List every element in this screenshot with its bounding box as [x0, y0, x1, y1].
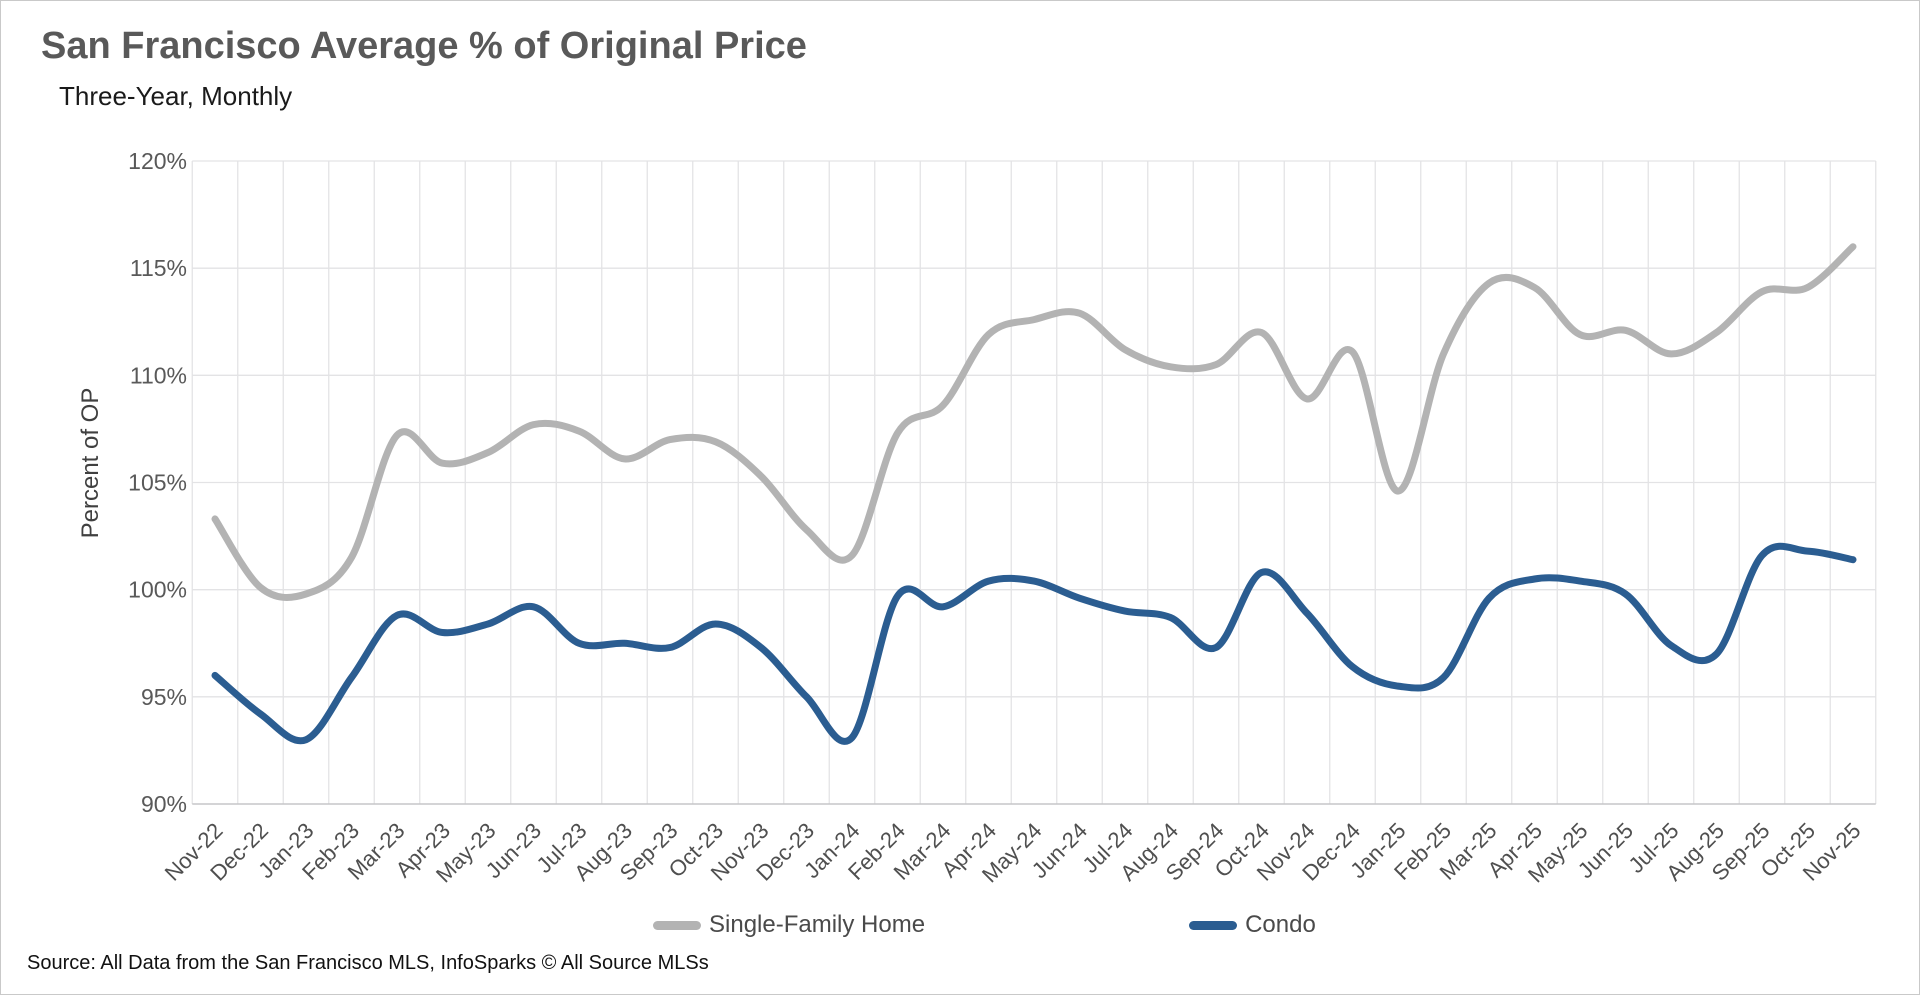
- horizontal-gridlines: [192, 160, 1876, 805]
- x-axis-tick-labels: Nov-22Dec-22Jan-23Feb-23Mar-23Apr-23May-…: [160, 818, 1866, 888]
- y-tick-label: 105%: [128, 470, 187, 496]
- y-axis-title: Percent of OP: [77, 388, 104, 539]
- legend-label: Single-Family Home: [709, 911, 926, 938]
- y-tick-label: 100%: [128, 577, 187, 603]
- legend-label: Condo: [1245, 911, 1316, 938]
- series-line-single-family-home: [211, 243, 1857, 601]
- legend-item-single-family-home: Single-Family Home: [653, 911, 925, 939]
- y-tick-label: 110%: [130, 362, 187, 388]
- y-tick-label: 95%: [141, 684, 187, 710]
- legend-item-condo: Condo: [1189, 911, 1316, 939]
- page-subtitle: Three-Year, Monthly: [59, 81, 293, 111]
- single-family-line-swatch-icon: [653, 920, 701, 930]
- y-tick-label: 90%: [141, 791, 187, 817]
- source-attribution: Source: All Data from the San Francisco …: [27, 952, 709, 974]
- page-title: San Francisco Average % of Original Pric…: [41, 25, 807, 67]
- series-line-condo: [211, 542, 1857, 745]
- y-tick-label: 120%: [128, 148, 187, 174]
- condo-line-swatch-icon: [1189, 920, 1238, 930]
- y-axis-tick-labels: 90% 95% 100% 105% 110% 115% 120%: [128, 148, 187, 817]
- y-tick-label: 115%: [130, 255, 187, 281]
- chart-legend: Single-Family Home Condo: [653, 904, 1316, 946]
